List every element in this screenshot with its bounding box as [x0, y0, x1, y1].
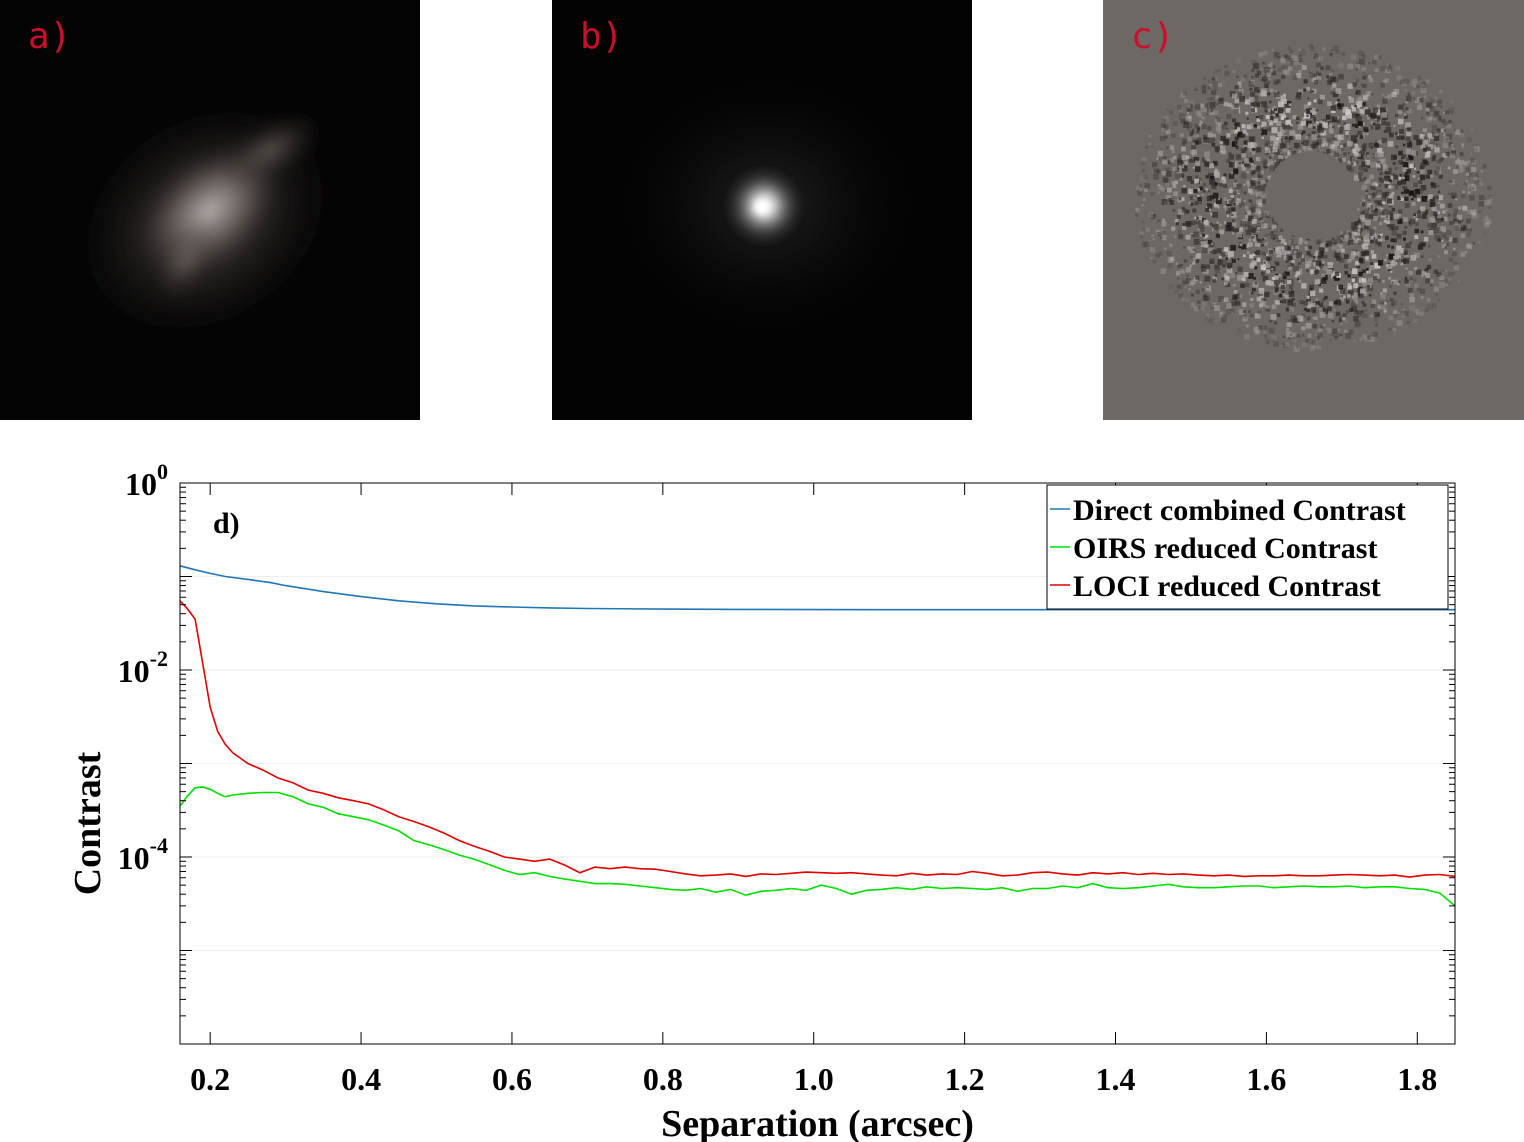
legend-entry: Direct combined Contrast [1073, 494, 1406, 527]
series-lines [179, 565, 1456, 907]
x-tick-label: 1.0 [794, 1061, 834, 1097]
panel-label-d: d) [213, 507, 240, 540]
x-tick-label: 1.4 [1096, 1061, 1136, 1097]
x-tick-label: 0.8 [643, 1061, 683, 1097]
x-tick-label: 0.6 [492, 1061, 532, 1097]
panel-label-c: c) [1131, 16, 1175, 57]
x-tick-label: 0.2 [190, 1061, 230, 1097]
residual-noise-image [1134, 44, 1493, 353]
legend-box [1046, 484, 1449, 610]
image-panel-a: a) [0, 0, 420, 420]
legend: Direct combined Contrast OIRS reduced Con… [1046, 484, 1449, 610]
star-psf-image [617, 75, 917, 335]
image-panel-c: c) [1103, 0, 1524, 420]
y-tick-label: 100 [125, 459, 168, 502]
panel-label-a: a) [28, 16, 72, 57]
y-tick-labels: 100 10-2 10-4 [118, 459, 168, 876]
legend-entry: OIRS reduced Contrast [1073, 532, 1377, 565]
x-tick-label: 1.2 [945, 1061, 985, 1097]
series-line-1 [179, 786, 1456, 907]
x-tick-label: 1.6 [1246, 1061, 1286, 1097]
axis-ticks [180, 482, 1455, 1045]
image-panel-b: b) [552, 0, 972, 420]
series-line-0 [179, 565, 1455, 611]
x-tick-label: 1.8 [1397, 1061, 1437, 1097]
legend-entry: LOCI reduced Contrast [1073, 570, 1381, 603]
y-tick-label: 10-4 [118, 833, 168, 876]
y-axis-title: Contrast [67, 751, 109, 895]
x-axis-title: Separation (arcsec) [661, 1103, 974, 1142]
contrast-chart: 0.2 0.4 0.6 0.8 1.0 1.2 1.4 1.6 1.8 10010-210-4 … [67, 459, 1456, 1142]
diffuse-speckle-image [74, 99, 336, 341]
x-tick-labels: 0.2 0.4 0.6 0.8 1.0 1.2 1.4 1.6 1.8 [190, 1061, 1437, 1097]
panel-label-b: b) [580, 16, 624, 57]
series-line-2 [179, 600, 1456, 878]
x-tick-label: 0.4 [341, 1061, 381, 1097]
y-tick-label: 10-2 [118, 646, 168, 689]
